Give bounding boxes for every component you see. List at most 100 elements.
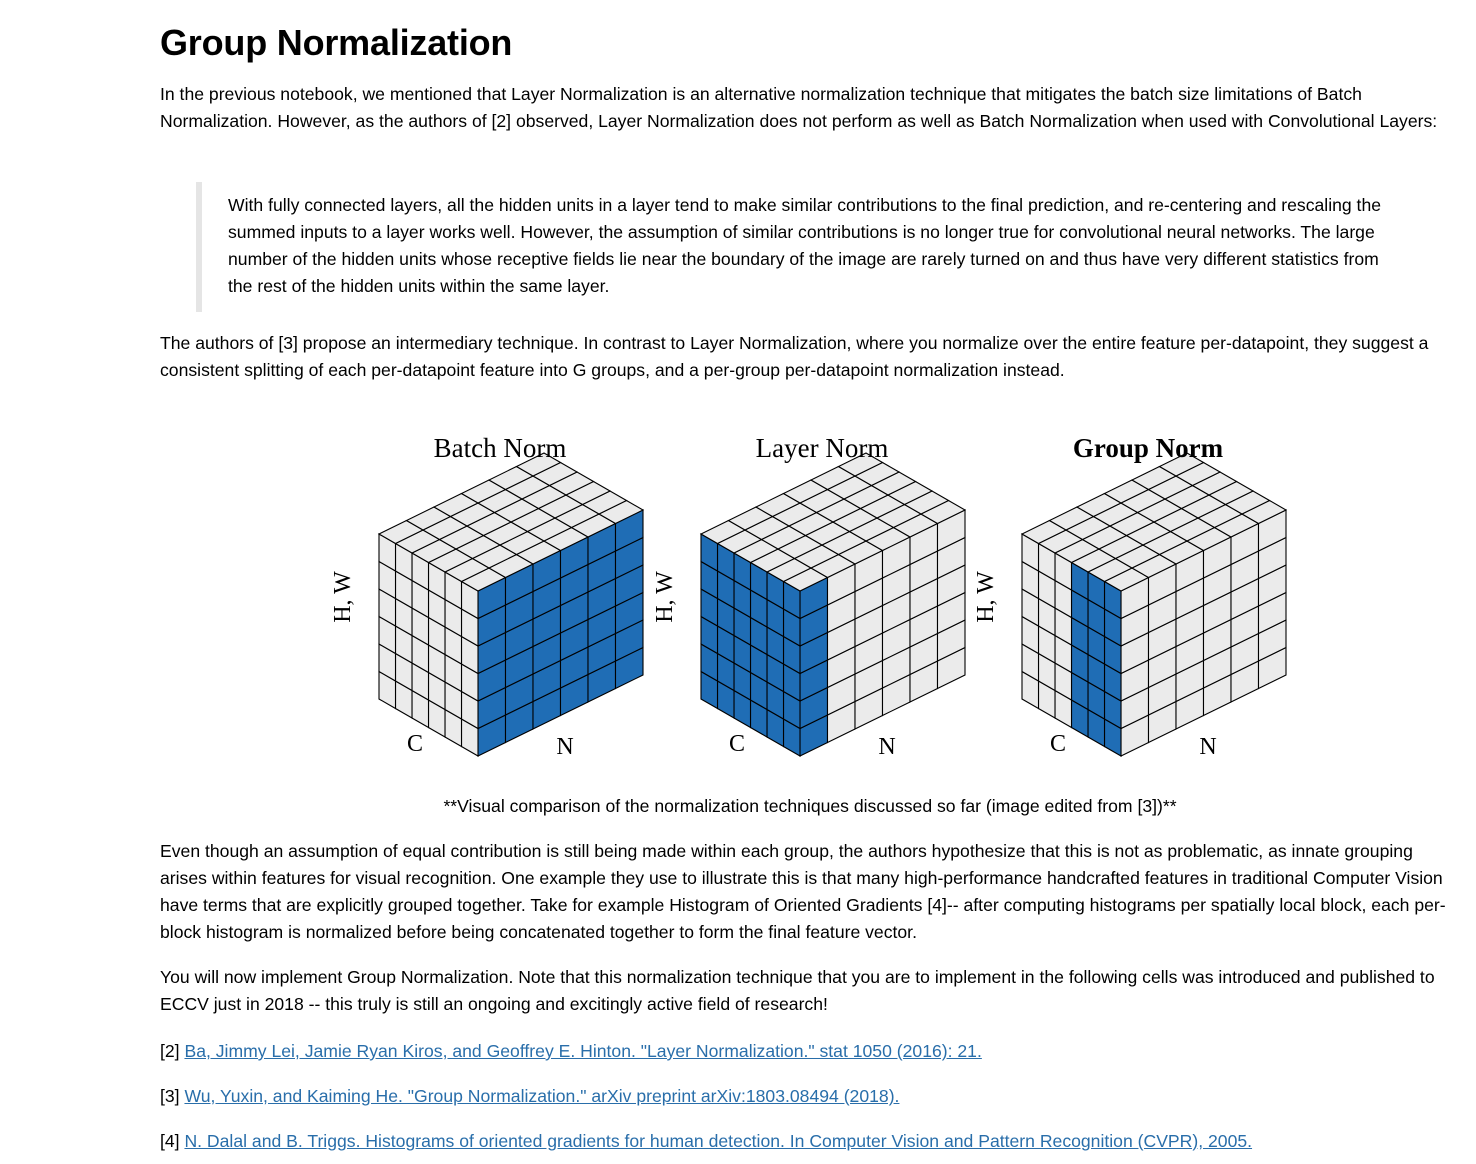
top-cell [782, 567, 829, 592]
paragraph-intermediary: The authors of [3] propose an intermedia… [160, 333, 1429, 380]
top-cell [1053, 538, 1101, 564]
side-cell [700, 588, 719, 627]
front-cell [1230, 660, 1260, 703]
side-cell [378, 588, 397, 627]
side-cell [411, 579, 430, 619]
reference-link[interactable]: Ba, Jimmy Lei, Jamie Ryan Kiros, and Geo… [184, 1041, 982, 1061]
side-cell [1037, 652, 1056, 692]
front-cell [881, 591, 911, 634]
top-cell [476, 488, 524, 514]
top-cell [553, 503, 601, 529]
side-cell [700, 560, 719, 600]
side-cell [749, 616, 768, 656]
front-cell [1147, 645, 1177, 689]
front-cell [1230, 522, 1260, 566]
top-cell [1174, 461, 1222, 487]
side-cell [1087, 571, 1106, 610]
front-cell [936, 536, 966, 580]
side-cell [460, 608, 479, 647]
side-cell [766, 653, 785, 693]
top-cell [1163, 484, 1211, 510]
top-cell [1213, 513, 1260, 538]
top-cell [1070, 548, 1117, 573]
side-cell [766, 681, 785, 720]
reference-link[interactable]: N. Dalal and B. Triggs. Histograms of or… [184, 1131, 1253, 1151]
side-cell [1070, 644, 1089, 683]
reference-number: [3] [160, 1086, 180, 1106]
side-cell [700, 615, 719, 655]
top-cell [1130, 465, 1178, 491]
front-cell [826, 590, 856, 634]
top-cell [1185, 526, 1233, 552]
side-cell [1037, 542, 1056, 582]
top-cell [1180, 494, 1227, 519]
side-cell [782, 718, 801, 757]
reference-3: [3] Wu, Yuxin, and Kaiming He. "Group No… [160, 1084, 899, 1108]
reference-link[interactable]: Wu, Yuxin, and Kaiming He. "Group Normal… [184, 1086, 900, 1106]
front-cell [936, 564, 966, 607]
top-cell [548, 471, 595, 496]
side-cell [394, 680, 413, 719]
side-cell [1021, 670, 1040, 710]
front-cell [854, 632, 884, 675]
front-cell [1257, 591, 1287, 635]
front-cell [504, 563, 534, 606]
top-cell [1119, 488, 1167, 514]
side-cell [733, 689, 752, 729]
top-cell [743, 515, 791, 541]
side-cell [460, 718, 479, 757]
front-cell [1230, 632, 1260, 676]
front-cell [587, 577, 617, 621]
top-cell [1152, 507, 1200, 533]
front-cell [532, 549, 562, 593]
top-cell [853, 461, 901, 487]
front-cell [1175, 632, 1205, 675]
front-cell [1120, 604, 1150, 647]
side-cell [1087, 653, 1106, 693]
side-cell [1103, 580, 1122, 620]
front-cell [559, 536, 589, 579]
axis-label-c: C [407, 731, 423, 757]
panel-title: Group Norm [1073, 433, 1224, 463]
top-cell [826, 475, 873, 500]
front-cell [504, 645, 534, 689]
front-cell [1147, 590, 1177, 634]
axis-label-c: C [729, 731, 745, 757]
top-cell [537, 494, 584, 519]
top-cell [427, 548, 474, 573]
top-cell [903, 490, 950, 515]
side-cell [1103, 718, 1122, 757]
side-cell [749, 589, 768, 628]
front-cell [854, 687, 884, 730]
top-cell [1196, 503, 1244, 529]
front-cell [799, 659, 829, 702]
side-cell [411, 552, 430, 591]
reference-number: [2] [160, 1041, 180, 1061]
top-cell [1081, 525, 1128, 550]
axis-label-n: N [1199, 734, 1216, 760]
side-cell [782, 635, 801, 675]
front-cell [1147, 618, 1177, 661]
front-cell [504, 673, 534, 716]
front-cell [1230, 577, 1260, 621]
front-cell [587, 522, 617, 566]
front-cell [1147, 563, 1177, 606]
paragraph-implement: You will now implement Group Normalizati… [160, 967, 1435, 1014]
front-cell [1120, 631, 1150, 675]
top-cell [542, 526, 590, 552]
top-cell [1207, 480, 1255, 506]
axis-label-hw: H, W [652, 571, 678, 623]
front-cell [614, 591, 644, 635]
top-cell [443, 557, 491, 583]
side-cell [733, 579, 752, 619]
front-cell [532, 687, 562, 730]
top-cell [581, 490, 628, 515]
side-cell [700, 670, 719, 710]
front-cell [936, 591, 966, 635]
front-cell [1175, 577, 1205, 620]
front-cell [614, 536, 644, 580]
front-cell [799, 604, 829, 647]
side-cell [1070, 699, 1089, 738]
front-cell [559, 673, 589, 717]
top-cell [432, 492, 480, 518]
